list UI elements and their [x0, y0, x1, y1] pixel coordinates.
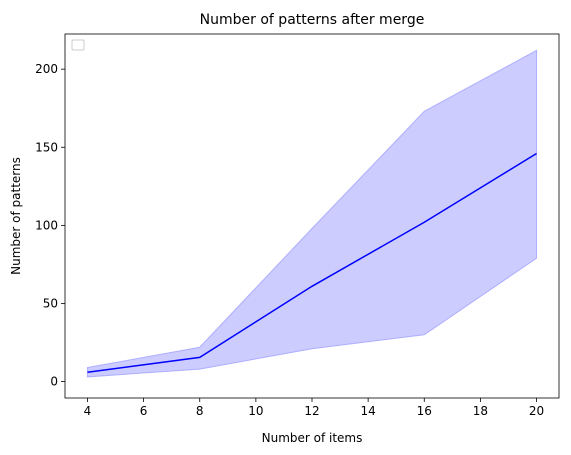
x-tick-label: 16: [417, 404, 432, 418]
y-tick-label: 200: [35, 62, 58, 76]
confidence-band: [86, 49, 538, 378]
y-tick-label: 0: [50, 375, 58, 389]
y-tick-label: 100: [35, 218, 58, 232]
y-tick-label: 150: [35, 140, 58, 154]
plot-area: [86, 49, 538, 378]
x-tick-label: 12: [304, 404, 319, 418]
x-tick-label: 8: [196, 404, 204, 418]
chart-title: Number of patterns after merge: [200, 12, 425, 28]
x-tick-label: 4: [84, 404, 92, 418]
y-axis-label: Number of patterns: [9, 157, 23, 275]
x-axis-ticks: 4 6 8 10 12 14 16 18 20: [84, 398, 544, 418]
y-axis-ticks: 0 50 100 150 200: [35, 62, 65, 389]
x-tick-label: 6: [140, 404, 148, 418]
x-tick-label: 18: [473, 404, 488, 418]
series-line: [87, 152, 537, 373]
y-tick-label: 50: [43, 296, 58, 310]
x-axis-label: Number of items: [262, 431, 363, 445]
x-tick-label: 14: [360, 404, 375, 418]
legend-box: [71, 39, 85, 51]
x-tick-label: 20: [529, 404, 544, 418]
x-tick-label: 10: [248, 404, 263, 418]
